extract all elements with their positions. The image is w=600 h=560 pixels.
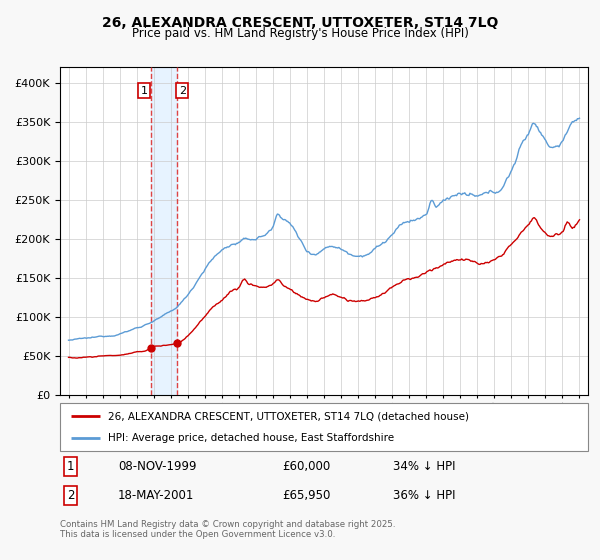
Text: 08-NOV-1999: 08-NOV-1999	[118, 460, 197, 473]
Text: 26, ALEXANDRA CRESCENT, UTTOXETER, ST14 7LQ (detached house): 26, ALEXANDRA CRESCENT, UTTOXETER, ST14 …	[107, 411, 469, 421]
Text: 26, ALEXANDRA CRESCENT, UTTOXETER, ST14 7LQ: 26, ALEXANDRA CRESCENT, UTTOXETER, ST14 …	[102, 16, 498, 30]
Text: HPI: Average price, detached house, East Staffordshire: HPI: Average price, detached house, East…	[107, 433, 394, 443]
Text: Price paid vs. HM Land Registry's House Price Index (HPI): Price paid vs. HM Land Registry's House …	[131, 27, 469, 40]
Text: £60,000: £60,000	[282, 460, 330, 473]
Text: 18-MAY-2001: 18-MAY-2001	[118, 489, 194, 502]
Text: 1: 1	[67, 460, 74, 473]
Bar	[151, 67, 177, 395]
Text: £65,950: £65,950	[282, 489, 330, 502]
Text: 2: 2	[179, 86, 186, 96]
Text: 36% ↓ HPI: 36% ↓ HPI	[392, 489, 455, 502]
Text: 34% ↓ HPI: 34% ↓ HPI	[392, 460, 455, 473]
Text: Contains HM Land Registry data © Crown copyright and database right 2025.
This d: Contains HM Land Registry data © Crown c…	[60, 520, 395, 539]
Text: 2: 2	[67, 489, 74, 502]
Text: 1: 1	[140, 86, 148, 96]
